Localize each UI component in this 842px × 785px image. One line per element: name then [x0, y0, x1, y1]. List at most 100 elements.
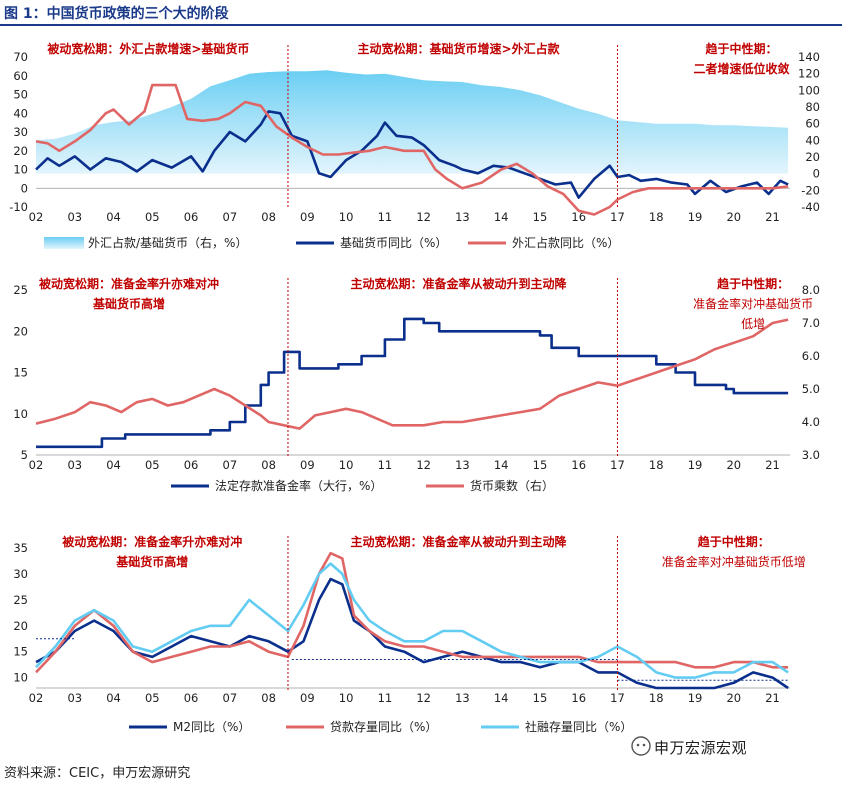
- y-right-tick-label: 120: [798, 67, 820, 81]
- phase-annotation: 被动宽松期：准备金率升亦难对冲: [39, 276, 219, 291]
- y-right-tick-label: 5.0: [802, 382, 820, 396]
- x-tick-label: 02: [29, 691, 44, 705]
- y-right-tick-label: 4.0: [802, 415, 820, 429]
- x-tick-label: 10: [339, 691, 354, 705]
- y-right-tick-label: 100: [798, 83, 820, 97]
- y-right-tick-label: 20: [805, 150, 820, 164]
- x-tick-label: 20: [726, 691, 741, 705]
- y-left-tick-label: 10: [13, 163, 28, 177]
- x-tick-label: 02: [29, 210, 44, 224]
- series-line: [35, 562, 789, 679]
- x-tick-label: 18: [649, 458, 664, 472]
- watermark: 申万宏源宏观: [654, 739, 748, 757]
- y-left-tick-label: 30: [13, 567, 28, 581]
- y-right-tick-label: 0: [813, 167, 820, 181]
- phase-annotation: 低增: [741, 317, 765, 331]
- x-tick-label: 08: [261, 210, 276, 224]
- y-left-tick-label: 20: [13, 324, 28, 338]
- source-note: 资料来源：CEIC，申万宏源研究: [4, 766, 191, 781]
- y-left-tick-label: 25: [13, 283, 28, 297]
- x-tick-label: 15: [533, 691, 548, 705]
- x-tick-label: 13: [455, 458, 470, 472]
- x-tick-label: 10: [339, 210, 354, 224]
- phase-annotation: 主动宽松期：准备金率从被动升到主动降: [351, 276, 568, 291]
- phase-annotation: 二者增速低位收敛: [694, 61, 790, 76]
- y-left-tick-label: 60: [13, 69, 28, 83]
- series-line: [36, 317, 789, 449]
- x-tick-label: 02: [29, 458, 44, 472]
- x-tick-label: 19: [688, 210, 703, 224]
- x-tick-label: 17: [610, 691, 625, 705]
- phase-annotation: 基础货币高增: [115, 554, 188, 569]
- y-left-tick-label: 50: [13, 88, 28, 102]
- wechat-logo-icon: [631, 736, 651, 756]
- y-left-tick-label: 15: [13, 645, 28, 659]
- x-tick-label: 14: [494, 210, 509, 224]
- series-line: [35, 577, 789, 690]
- title-rule: [0, 24, 842, 26]
- x-tick-label: 11: [378, 691, 393, 705]
- x-tick-label: 16: [571, 210, 586, 224]
- y-right-tick-label: -40: [801, 200, 820, 214]
- x-tick-label: 15: [533, 458, 548, 472]
- y-left-tick-label: 10: [13, 407, 28, 421]
- x-tick-label: 14: [494, 458, 509, 472]
- phase-annotation: 准备金率对冲基础货币: [693, 296, 813, 311]
- chart-panel-2: 25 20 15 10 5 8.0 7.0 6.0 5.0 4.0 3.0 02 03 04 05 06 07 0…: [13, 276, 820, 493]
- phase-annotation: 基础货币高增: [92, 296, 165, 311]
- x-tick-label: 12: [416, 458, 431, 472]
- x-tick-label: 12: [416, 210, 431, 224]
- x-tick-label: 16: [571, 691, 586, 705]
- x-tick-label: 06: [184, 210, 199, 224]
- x-tick-label: 11: [378, 210, 393, 224]
- x-tick-label: 10: [339, 458, 354, 472]
- legend-label: 基础货币同比（%）: [340, 235, 447, 250]
- legend-label: 社融存量同比（%）: [525, 719, 632, 734]
- x-tick-label: 15: [533, 210, 548, 224]
- series-line: [35, 318, 789, 430]
- chart-panel-1: 706050403020100-10140120100806040200-20-…: [9, 41, 820, 250]
- y-left-tick-label: 20: [13, 144, 28, 158]
- x-tick-label: 21: [765, 210, 780, 224]
- x-tick-label: 09: [300, 691, 315, 705]
- y-left-tick-label: 10: [13, 671, 28, 685]
- x-tick-label: 07: [223, 210, 238, 224]
- y-left-tick-label: 15: [13, 366, 28, 380]
- legend-label: 货币乘数（右）: [470, 478, 554, 493]
- x-tick-label: 18: [649, 210, 664, 224]
- legend-label: 法定存款准备金率（大行，%）: [215, 478, 382, 493]
- x-tick-label: 21: [765, 691, 780, 705]
- x-tick-label: 11: [378, 458, 393, 472]
- y-right-tick-label: 6.0: [802, 349, 820, 363]
- series-line: [35, 551, 789, 674]
- x-tick-label: 06: [184, 458, 199, 472]
- legend-label: 外汇占款同比（%）: [512, 235, 619, 250]
- x-tick-label: 20: [726, 210, 741, 224]
- y-left-tick-label: 25: [13, 593, 28, 607]
- x-tick-label: 21: [765, 458, 780, 472]
- x-tick-label: 07: [223, 691, 238, 705]
- x-tick-label: 04: [106, 458, 121, 472]
- y-right-tick-label: 60: [805, 117, 820, 131]
- x-tick-label: 08: [261, 458, 276, 472]
- x-tick-label: 20: [726, 458, 741, 472]
- x-tick-label: 12: [416, 691, 431, 705]
- y-right-tick-label: -20: [801, 183, 820, 197]
- y-right-tick-label: 3.0: [802, 448, 820, 462]
- y-left-tick-label: 70: [13, 50, 28, 64]
- legend-swatch: [44, 237, 84, 249]
- phase-annotation: 准备金率对冲基础货币低增: [662, 554, 806, 569]
- y-left-tick-label: 20: [13, 619, 28, 633]
- y-left-tick-label: -10: [9, 200, 28, 214]
- x-tick-label: 07: [223, 458, 238, 472]
- x-tick-label: 08: [261, 691, 276, 705]
- x-tick-label: 17: [610, 458, 625, 472]
- legend-label: M2同比（%）: [173, 720, 250, 734]
- y-right-tick-label: 8.0: [802, 283, 820, 297]
- x-tick-label: 18: [649, 691, 664, 705]
- series-area: [36, 70, 789, 174]
- x-tick-label: 13: [455, 691, 470, 705]
- phase-annotation: 被动宽松期：外汇占款增速>基础货币: [47, 41, 249, 56]
